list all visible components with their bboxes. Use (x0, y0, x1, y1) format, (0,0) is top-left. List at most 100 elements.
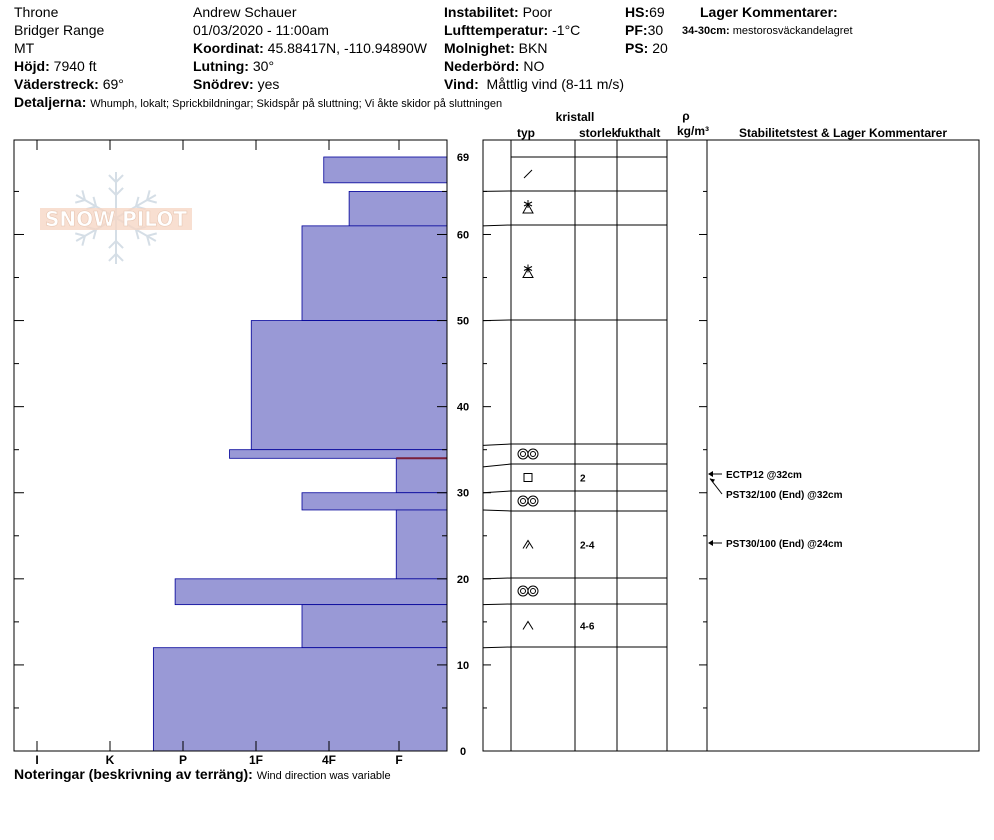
row-connector (482, 577, 512, 580)
hardness-layer-bar (395, 457, 448, 494)
y-tick-label: 69 (457, 152, 469, 164)
aspect-label: Väderstreck: (14, 76, 99, 92)
row-connector (482, 463, 512, 468)
airtemp-label: Lufttemperatur: (444, 22, 549, 38)
snowflake-branch (108, 187, 117, 196)
grain-rounded-inner-icon (530, 498, 536, 504)
hardness-layer-bar (301, 604, 448, 649)
instability-value: Poor (522, 4, 553, 20)
hardness-layer-bar (301, 225, 448, 321)
sky-row: Molnighet: BKN (444, 39, 547, 57)
snowflake-branch (108, 240, 117, 249)
grain-depth-hoar-striated-icon (522, 539, 534, 549)
header-rho: ρ (682, 109, 689, 123)
grain-rounded-icon (517, 585, 529, 597)
stability-test-label: PST32/100 (End) @32cm (726, 490, 843, 501)
test-arrowhead (708, 540, 713, 546)
hs-value: 69 (649, 4, 665, 20)
hardness-layer-bar (229, 449, 448, 459)
grain-rounded-icon (527, 448, 539, 460)
row-connector (482, 603, 512, 606)
hs-row: HS:69 (625, 3, 665, 21)
y-tick-label: 50 (457, 316, 469, 328)
header-stability: Stabilitetstest & Lager Kommentarer (739, 126, 947, 140)
observer-name: Andrew Schauer (193, 4, 297, 20)
precip-label: Nederbörd: (444, 58, 520, 74)
header-kristall: kristall (556, 110, 595, 124)
grain-rounded-inner-icon (520, 498, 526, 504)
x-tick-label: F (395, 753, 402, 767)
hardness-bars (152, 156, 448, 752)
ps-value: 20 (652, 40, 668, 56)
grain-snowflake-icon (523, 200, 533, 208)
x-tick-label: I (35, 753, 38, 767)
test-arrowhead (710, 478, 715, 483)
depth-axis-labels: 0 10 20 30 40 50 60 69 (457, 152, 469, 758)
drift-label: Snödrev: (193, 76, 254, 92)
range-name: Bridger Range (14, 22, 105, 38)
snowflake-branch (75, 232, 86, 237)
grain-dendrite-icon (522, 267, 534, 278)
sky-value: BKN (518, 40, 548, 56)
snowflake-branch (108, 253, 117, 262)
x-tick-label: P (179, 753, 187, 767)
hardness-axis-ticks (14, 140, 447, 752)
snowflake-branch (92, 229, 98, 240)
layer-comments-title: Lager Kommentarer: (700, 4, 838, 20)
snowpilot-logo: SNOW PILOT (40, 172, 192, 264)
row-connector (482, 224, 512, 227)
stability-tests: ECTP12 @32cm PST32/100 (End) @32cm PST30/1… (708, 470, 843, 550)
x-tick-label: 4F (322, 753, 336, 767)
row-connector (482, 509, 512, 512)
snowflake-branch (134, 196, 140, 207)
precip-value: NO (523, 58, 545, 74)
hardness-layer-bar (152, 647, 448, 752)
header-density-unit: kg/m³ (677, 124, 709, 138)
snowflake-branch (81, 235, 86, 246)
grain-size-label: 4-6 (580, 622, 595, 633)
pf-label: PF: (625, 22, 648, 38)
layer-comment-text: mestorosväckandelagret (732, 25, 853, 37)
snowflake-branch (146, 235, 151, 246)
pf-row: PF:30 (625, 21, 663, 39)
snowflake-branch (115, 174, 124, 183)
hardness-layer-bar (395, 509, 448, 580)
logo-banner (40, 208, 192, 230)
grain-rounded-icon (527, 585, 539, 597)
sky-label: Molnighet: (444, 40, 515, 56)
y-tick-label: 0 (460, 746, 466, 758)
coord-value: 45.88417N, -110.94890W (267, 40, 427, 56)
pf-value: 30 (647, 22, 664, 38)
header-storlek: storlek (579, 126, 619, 140)
hardness-layer-bar (323, 156, 448, 184)
x-tick-label: 1F (249, 753, 263, 767)
hardness-layer-bar (348, 191, 448, 227)
coord-row: Koordinat: 45.88417N, -110.94890W (193, 39, 427, 57)
precip-row: Nederbörd: NO (444, 57, 544, 75)
aspect-value: 69° (102, 76, 124, 92)
snowflake-branch (115, 240, 124, 249)
snowflake-branch (146, 199, 157, 204)
layer-comment-depth: 34-30cm: (682, 25, 730, 37)
ps-row: PS: 20 (625, 39, 668, 57)
details-value: Whumph, lokalt; Sprickbildningar; Skidsp… (90, 98, 503, 110)
ps-label: PS: (625, 40, 649, 56)
hardness-axis-labels: I K P 1F 4F F (35, 753, 402, 767)
row-connector (482, 646, 512, 649)
state-name: MT (14, 40, 35, 56)
snowflake-branch (81, 190, 86, 201)
grain-rounded-icon (527, 495, 539, 507)
x-tick-label: K (106, 753, 115, 767)
grain-rounded-icon (517, 448, 529, 460)
profile-table-frame (482, 139, 980, 752)
slope-value: 30° (252, 58, 275, 74)
grain-rounded-inner-icon (520, 451, 526, 457)
grain-rows: 2 2-4 4-6 (482, 156, 667, 649)
grain-size-label: 2-4 (580, 541, 595, 552)
logo-text: SNOW PILOT (45, 207, 187, 231)
snowflake-branch (92, 196, 98, 207)
drift-value: yes (257, 76, 280, 92)
slope-row: Lutning: 30° (193, 57, 274, 75)
coord-label: Koordinat: (193, 40, 264, 56)
